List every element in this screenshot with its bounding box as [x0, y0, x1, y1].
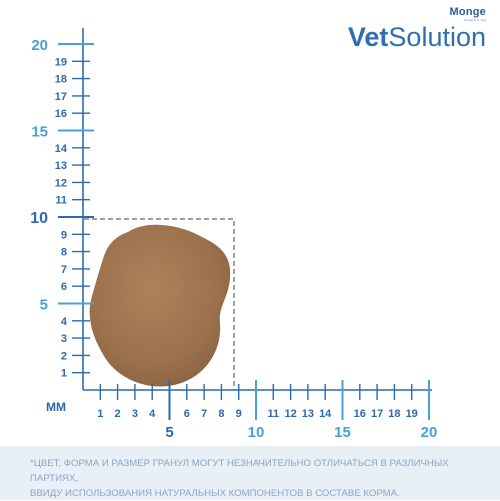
- x-minor-label: 7: [201, 408, 207, 420]
- x-minor-label: 17: [371, 408, 383, 420]
- y-major-label: 15: [31, 124, 48, 141]
- y-minor-label: 16: [55, 108, 67, 120]
- vetsolution-logo: VetSolution: [348, 22, 486, 52]
- y-minor-label: 3: [61, 333, 67, 345]
- brand-logo: Monge Monge & C. Spa VetSolution: [348, 6, 486, 52]
- kibble-granule-image: [89, 224, 231, 387]
- monge-tagline: Monge & C. Spa: [463, 18, 486, 22]
- y-minor-label: 2: [61, 350, 67, 362]
- x-major-label: 20: [421, 424, 438, 441]
- y-minor-label: 13: [55, 160, 67, 172]
- unit-label: мм: [46, 400, 66, 414]
- y-major-label: 10: [30, 210, 48, 227]
- y-minor-label: 18: [55, 74, 67, 86]
- x-major-label: 15: [334, 424, 351, 441]
- y-minor-label: 8: [61, 247, 67, 259]
- x-axis-ticks: [99, 380, 430, 420]
- x-minor-label: 18: [388, 408, 400, 420]
- granule-extent-dashed-box: [84, 218, 235, 390]
- y-minor-label: 19: [55, 56, 67, 68]
- vet-part: Vet: [347, 22, 389, 52]
- x-minor-label: 2: [115, 408, 121, 420]
- y-minor-label: 14: [55, 143, 68, 155]
- y-minor-label: 9: [61, 229, 67, 241]
- x-minor-label: 8: [218, 408, 224, 420]
- x-major-label: 10: [248, 424, 265, 441]
- monge-logo: Monge: [449, 6, 486, 18]
- y-major-label: 5: [40, 297, 48, 314]
- y-minor-label: 4: [61, 316, 68, 328]
- x-minor-label: 16: [354, 408, 366, 420]
- y-major-label: 20: [31, 37, 48, 54]
- disclaimer-line-2: ВВИДУ ИСПОЛЬЗОВАНИЯ НАТУРАЛЬНЫХ КОМПОНЕН…: [30, 488, 400, 499]
- x-minor-label: 9: [236, 408, 242, 420]
- disclaimer-text: *ЦВЕТ, ФОРМА И РАЗМЕР ГРАНУЛ МОГУТ НЕЗНА…: [30, 456, 490, 501]
- y-minor-label: 11: [55, 195, 67, 207]
- x-minor-label: 4: [149, 408, 156, 420]
- x-minor-label: 13: [302, 408, 314, 420]
- y-minor-label: 7: [61, 264, 67, 276]
- y-minor-label: 12: [55, 177, 67, 189]
- x-minor-label: 3: [132, 408, 138, 420]
- x-minor-label: 19: [406, 408, 418, 420]
- x-minor-label: 14: [319, 408, 332, 420]
- x-minor-label: 1: [97, 408, 103, 420]
- y-minor-label: 1: [61, 368, 67, 380]
- solution-part: Solution: [388, 22, 486, 52]
- disclaimer-footer: *ЦВЕТ, ФОРМА И РАЗМЕР ГРАНУЛ МОГУТ НЕЗНА…: [0, 446, 500, 500]
- x-minor-label: 6: [184, 408, 190, 420]
- y-minor-label: 6: [61, 281, 67, 293]
- x-minor-label: 11: [267, 408, 279, 420]
- x-minor-label: 12: [284, 408, 296, 420]
- x-major-label: 5: [165, 424, 173, 441]
- y-axis-ticks: [58, 43, 94, 374]
- y-minor-label: 17: [55, 91, 67, 103]
- disclaimer-line-1: *ЦВЕТ, ФОРМА И РАЗМЕР ГРАНУЛ МОГУТ НЕЗНА…: [30, 458, 449, 484]
